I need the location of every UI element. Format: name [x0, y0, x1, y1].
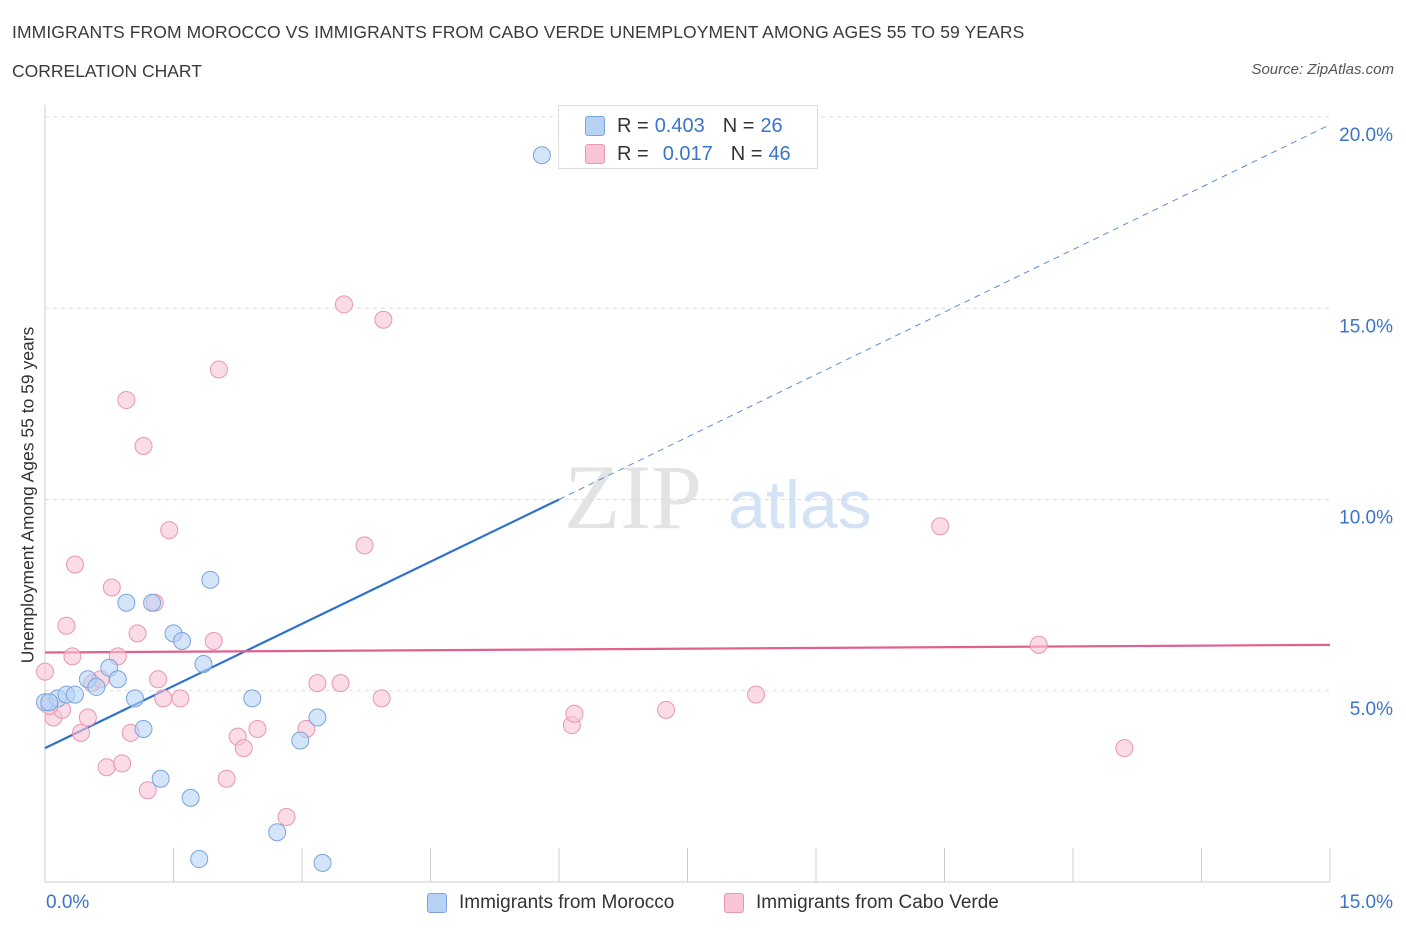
morocco-point — [291, 731, 310, 750]
y-tick-label: 10.0% — [1339, 508, 1393, 529]
cabo-verde-point — [149, 670, 168, 689]
morocco-point — [243, 689, 262, 708]
cabo-verde-point — [57, 616, 76, 635]
cabo-verde-point — [128, 624, 147, 643]
morocco-point — [108, 670, 127, 689]
cabo-verde-point — [117, 391, 136, 410]
cabo-verde-legend-swatch — [724, 893, 744, 913]
cabo-verde-point — [209, 360, 228, 379]
cabo-verde-point — [63, 647, 82, 666]
cabo-verde-point — [277, 807, 296, 826]
stats-row-cabo-verde: R = 0.017 N = 46 — [585, 142, 791, 166]
cabo-verde-point — [747, 685, 766, 704]
morocco-point — [65, 685, 84, 704]
r-label: R = — [617, 114, 649, 137]
morocco-point — [194, 654, 213, 673]
morocco-point — [201, 570, 220, 589]
stats-row-morocco: R = 0.403 N = 26 — [585, 114, 783, 138]
r-label: R = — [617, 142, 649, 165]
morocco-legend-swatch — [427, 893, 447, 913]
morocco-point — [532, 146, 551, 165]
cabo-verde-point — [234, 739, 253, 758]
cabo-verde-point — [160, 521, 179, 540]
axes — [44, 105, 1331, 883]
chart-title: IMMIGRANTS FROM MOROCCO VS IMMIGRANTS FR… — [12, 22, 1025, 42]
data-points — [36, 146, 1134, 872]
cabo-verde-point — [71, 723, 90, 742]
tick-labels: 5.0% 10.0% 15.0% 20.0% 0.0% 15.0% — [46, 125, 1393, 913]
y-tick-label: 20.0% — [1339, 125, 1393, 146]
cabo-verde-point — [1029, 635, 1048, 654]
morocco-point — [117, 593, 136, 612]
trend-lines — [44, 124, 1331, 750]
gridlines — [45, 116, 1330, 692]
morocco-point — [173, 632, 192, 651]
cabo-verde-point — [204, 632, 223, 651]
cabo-verde-point — [565, 704, 584, 723]
morocco-point — [134, 720, 153, 738]
morocco-point — [190, 850, 209, 869]
morocco-point — [308, 708, 327, 727]
r-value: 0.017 — [662, 142, 713, 165]
cabo-verde-point — [113, 754, 132, 773]
x-tick-label-max: 15.0% — [1339, 892, 1393, 913]
n-label: N = — [730, 142, 763, 165]
cabo-verde-point — [36, 662, 54, 681]
morocco-point — [268, 823, 287, 842]
n-value: 46 — [768, 142, 791, 165]
cabo-verde-trend-line — [44, 643, 1331, 654]
cabo-verde-point — [78, 708, 97, 727]
legend-item-morocco: Immigrants from Morocco — [427, 890, 674, 916]
morocco-trend-extension — [558, 124, 1331, 500]
cabo-verde-point — [931, 517, 950, 536]
cabo-verde-point — [217, 769, 236, 788]
cabo-verde-point — [154, 689, 173, 708]
cabo-verde-point — [138, 781, 157, 800]
legend-item-cabo-verde: Immigrants from Cabo Verde — [724, 890, 999, 916]
cabo-verde-point — [97, 758, 116, 777]
morocco-trend-line — [44, 498, 560, 750]
morocco-point — [151, 769, 170, 788]
watermark-zip: ZIP — [564, 446, 702, 548]
stats-legend: R = 0.403 N = 26 R = 0.017 N = 46 — [558, 105, 818, 169]
cabo-verde-point — [374, 310, 393, 329]
morocco-point — [181, 788, 200, 807]
cabo-verde-swatch — [585, 144, 605, 164]
cabo-verde-point — [171, 689, 190, 708]
x-tick-label-min: 0.0% — [46, 892, 89, 913]
y-tick-label: 15.0% — [1339, 316, 1393, 337]
morocco-point — [40, 693, 59, 712]
morocco-swatch — [585, 116, 605, 136]
cabo-verde-point — [102, 578, 121, 597]
cabo-verde-point — [1115, 739, 1134, 758]
morocco-point — [143, 593, 162, 612]
n-label: N = — [722, 114, 755, 137]
cabo-verde-point — [331, 674, 350, 693]
morocco-point — [87, 677, 106, 696]
cabo-verde-point — [334, 295, 353, 314]
morocco-point — [125, 689, 144, 708]
morocco-legend-label: Immigrants from Morocco — [459, 892, 675, 913]
n-value: 26 — [760, 114, 783, 137]
cabo-verde-point — [372, 689, 391, 708]
r-value: 0.403 — [654, 114, 705, 137]
chart-subtitle: CORRELATION CHART — [12, 61, 202, 81]
cabo-verde-point — [134, 436, 153, 455]
y-tick-label: 5.0% — [1350, 699, 1393, 720]
source-label: Source: ZipAtlas.com — [1251, 61, 1394, 78]
cabo-verde-point — [355, 536, 374, 555]
watermark-atlas: atlas — [728, 467, 872, 543]
morocco-point — [313, 853, 332, 872]
cabo-verde-legend-label: Immigrants from Cabo Verde — [756, 892, 999, 913]
cabo-verde-point — [657, 700, 676, 719]
cabo-verde-point — [65, 555, 84, 574]
cabo-verde-point — [248, 720, 267, 738]
cabo-verde-point — [308, 674, 327, 693]
y-axis-title: Unemployment Among Ages 55 to 59 years — [17, 326, 38, 664]
